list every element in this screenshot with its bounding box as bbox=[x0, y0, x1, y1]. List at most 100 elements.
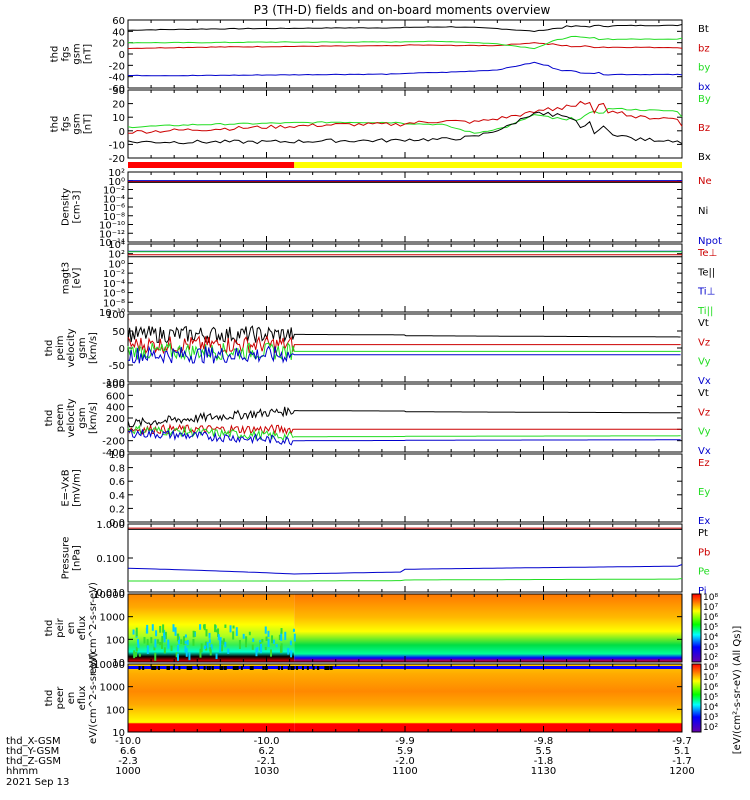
spectrogram-speck bbox=[190, 666, 193, 670]
spectrogram-speck bbox=[161, 642, 164, 649]
spectrogram-speck bbox=[135, 646, 138, 652]
y-tick-label: 10000 bbox=[93, 590, 125, 601]
spectrogram-speck bbox=[329, 666, 332, 670]
spectrogram-speck bbox=[142, 666, 145, 670]
spectrogram-speck bbox=[245, 636, 248, 642]
spectrogram-speck bbox=[220, 640, 223, 645]
panel-9: 10000 1000 100 10 thd peir en eflux eV/(cm^2-s-s… bbox=[44, 582, 683, 674]
x-axis-tick-value: 5.1 bbox=[674, 746, 690, 757]
spectrogram-speck bbox=[238, 640, 241, 649]
spectrogram-speck bbox=[261, 639, 264, 643]
legend-bx: bx bbox=[698, 82, 710, 93]
colorbar-tick: 10⁴ bbox=[703, 633, 718, 643]
spectrogram-speck bbox=[209, 647, 212, 652]
spectrogram-speck bbox=[151, 666, 154, 670]
y-tick-label: 10⁻¹² bbox=[99, 229, 125, 240]
y-axis-label: E=-VxB bbox=[61, 469, 72, 506]
legend-Pt: Pt bbox=[698, 528, 708, 539]
spectrogram-speck bbox=[150, 637, 153, 644]
y-axis-label: eV/(cm^2-s-sr-eV) bbox=[88, 652, 99, 744]
mode-bar-yellow bbox=[294, 162, 682, 168]
y-tick-label: 10⁰ bbox=[108, 177, 125, 188]
spectrogram-speck bbox=[177, 636, 180, 645]
y-tick-label: 10⁻⁸ bbox=[103, 212, 125, 223]
spectrogram-speck bbox=[292, 628, 295, 632]
y-tick-label: 100 bbox=[106, 310, 125, 321]
spectrogram-speck bbox=[153, 646, 156, 651]
y-axis-label: magt3 bbox=[61, 262, 72, 295]
y-axis-label: fgs bbox=[61, 116, 72, 131]
spectrogram-speck bbox=[296, 666, 299, 670]
spectrogram-late bbox=[294, 664, 682, 732]
spectrogram-speck bbox=[251, 644, 254, 650]
y-tick-label: 0 bbox=[119, 127, 125, 138]
y-tick-label: -20 bbox=[109, 154, 125, 165]
legend-Ex: Ex bbox=[698, 516, 710, 527]
y-tick-label: 10⁻⁴ bbox=[103, 279, 125, 290]
legend-By: By bbox=[698, 94, 711, 105]
spectrogram-speck bbox=[175, 652, 178, 658]
spectrogram-speck bbox=[324, 666, 327, 670]
y-axis-label: Density bbox=[61, 188, 72, 226]
spectrogram-speck bbox=[159, 642, 162, 646]
panel-5: 100 50 0 -50 -100 thd peim velocity gsm [km/s] Vt V… bbox=[44, 310, 711, 389]
series-line-Pi bbox=[127, 564, 683, 575]
colorbar-tick: 10⁶ bbox=[703, 613, 718, 623]
spectrogram-speck bbox=[151, 624, 154, 631]
spectrogram-speck bbox=[170, 645, 173, 652]
x-axis-row-label: thd_X-GSM bbox=[6, 736, 61, 747]
spectrogram-speck bbox=[208, 666, 211, 670]
spectrogram-speck bbox=[208, 632, 211, 639]
y-tick-label: 20 bbox=[112, 100, 125, 111]
x-axis-tick-value: -9.9 bbox=[395, 736, 415, 747]
spectrogram-speck bbox=[183, 636, 186, 645]
spectrogram-speck bbox=[278, 634, 281, 641]
spectrogram-speck bbox=[184, 645, 187, 653]
spectrogram-speck bbox=[327, 666, 330, 670]
spectrogram-speck bbox=[192, 638, 195, 646]
y-tick-label: 800 bbox=[106, 380, 125, 391]
spectrogram-speck bbox=[210, 644, 213, 650]
legend-Vz: Vz bbox=[698, 337, 710, 348]
series-line-Vx bbox=[127, 345, 681, 365]
spectrogram-speck bbox=[143, 637, 146, 644]
spectrogram-speck bbox=[267, 630, 270, 638]
y-axis-label: gsm bbox=[72, 43, 83, 64]
spectrogram-speck bbox=[224, 666, 227, 670]
y-tick-label: 100 bbox=[106, 705, 125, 716]
mode-bar-red bbox=[128, 162, 295, 168]
spectrogram-speck bbox=[214, 624, 217, 633]
spectrogram-speck bbox=[232, 631, 235, 640]
spectrogram-speck bbox=[159, 625, 162, 633]
x-axis-tick-value: 1130 bbox=[531, 766, 556, 777]
spectrogram-speck bbox=[219, 639, 222, 646]
y-tick-label: 10⁻⁶ bbox=[103, 289, 125, 300]
spectrogram-speck bbox=[187, 666, 190, 670]
legend-Vx: Vx bbox=[698, 446, 711, 457]
spectrogram-speck bbox=[271, 635, 274, 644]
y-axis-label: [cm-3] bbox=[72, 190, 83, 223]
x-axis-tick-value: -2.1 bbox=[257, 756, 277, 767]
spectrogram-speck bbox=[203, 666, 206, 670]
spectrogram-speck bbox=[290, 650, 293, 658]
legend-Bz: Bz bbox=[698, 123, 710, 134]
spectrogram-speck bbox=[205, 641, 208, 651]
series-line-Bx bbox=[127, 111, 683, 145]
y-axis-label: [nT] bbox=[83, 114, 94, 134]
y-tick-label: -50 bbox=[109, 361, 125, 372]
colorbar-tick: 10⁶ bbox=[703, 683, 718, 693]
series-line-Bt bbox=[127, 24, 683, 33]
panel-frame bbox=[127, 523, 683, 593]
spectrogram-speck bbox=[199, 648, 202, 658]
y-tick-label: 10⁻¹⁰ bbox=[99, 308, 125, 319]
spectrogram-speck bbox=[163, 629, 166, 638]
spectrogram-speck bbox=[208, 639, 211, 644]
spectrogram-speck bbox=[206, 666, 209, 670]
spectrogram-speck bbox=[154, 652, 157, 661]
spectrogram-speck bbox=[154, 638, 157, 648]
legend-Bt: Bt bbox=[698, 24, 709, 35]
legend-Ez: Ez bbox=[698, 458, 710, 469]
legend-Vz: Vz bbox=[698, 407, 710, 418]
series-line-by bbox=[127, 35, 683, 50]
